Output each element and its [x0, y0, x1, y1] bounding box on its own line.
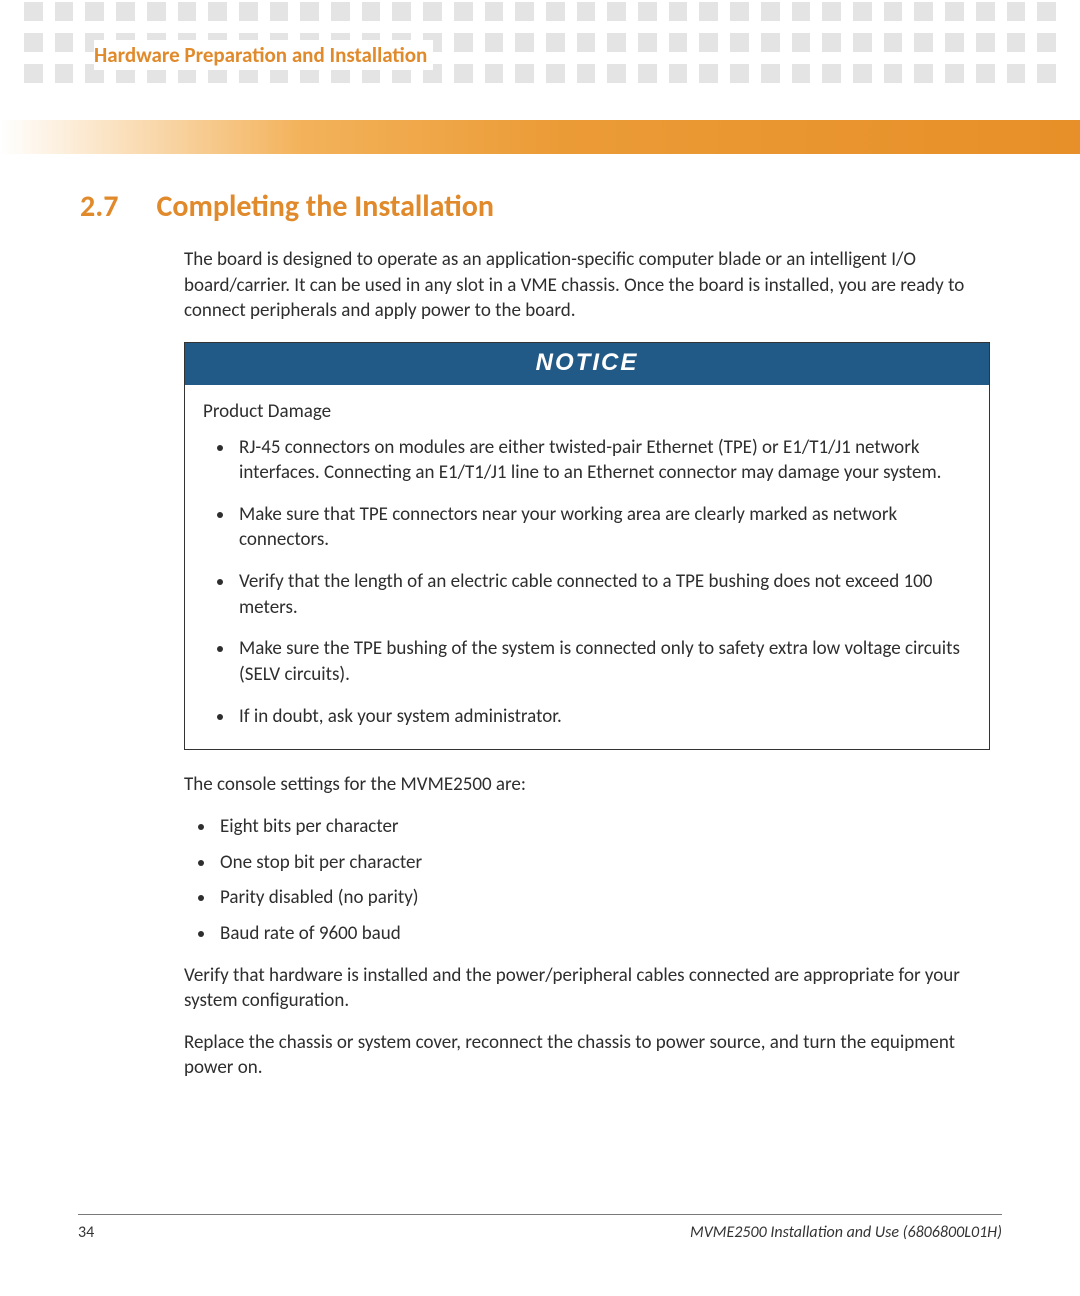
console-lead: The console settings for the MVME2500 ar… — [184, 772, 990, 798]
notice-item: Make sure that TPE connectors near your … — [235, 502, 971, 553]
header-accent-bar — [0, 120, 1080, 154]
notice-box: NOTICE Product Damage RJ-45 connectors o… — [184, 342, 990, 750]
page-number: 34 — [78, 1223, 94, 1242]
page: Hardware Preparation and Installation 2.… — [0, 0, 1080, 1296]
console-block: The console settings for the MVME2500 ar… — [184, 772, 990, 1081]
replace-paragraph: Replace the chassis or system cover, rec… — [184, 1030, 990, 1081]
console-item: Parity disabled (no parity) — [216, 885, 990, 911]
notice-list: RJ-45 connectors on modules are either t… — [203, 435, 971, 730]
notice-item: Make sure the TPE bushing of the system … — [235, 636, 971, 687]
notice-item: Verify that the length of an electric ca… — [235, 569, 971, 620]
section-heading: 2.7 Completing the Installation — [80, 188, 1000, 225]
console-item: One stop bit per character — [216, 850, 990, 876]
console-item: Baud rate of 9600 baud — [216, 921, 990, 947]
notice-item: If in doubt, ask your system administrat… — [235, 704, 971, 730]
notice-header: NOTICE — [185, 343, 989, 385]
console-list: Eight bits per character One stop bit pe… — [184, 814, 990, 947]
section-number: 2.7 — [80, 188, 118, 225]
footer-doc-title: MVME2500 Installation and Use (6806800L0… — [690, 1223, 1002, 1242]
notice-subtitle: Product Damage — [203, 399, 971, 425]
notice-item: RJ-45 connectors on modules are either t… — [235, 435, 971, 486]
console-item: Eight bits per character — [216, 814, 990, 840]
intro-paragraph-block: The board is designed to operate as an a… — [184, 247, 990, 324]
verify-paragraph: Verify that hardware is installed and th… — [184, 963, 990, 1014]
intro-paragraph: The board is designed to operate as an a… — [184, 247, 990, 324]
content-area: 2.7 Completing the Installation The boar… — [80, 188, 1000, 1097]
page-footer: 34 MVME2500 Installation and Use (680680… — [78, 1214, 1002, 1242]
notice-body: Product Damage RJ-45 connectors on modul… — [185, 385, 989, 749]
chapter-title: Hardware Preparation and Installation — [94, 40, 433, 70]
section-title: Completing the Installation — [156, 188, 494, 225]
